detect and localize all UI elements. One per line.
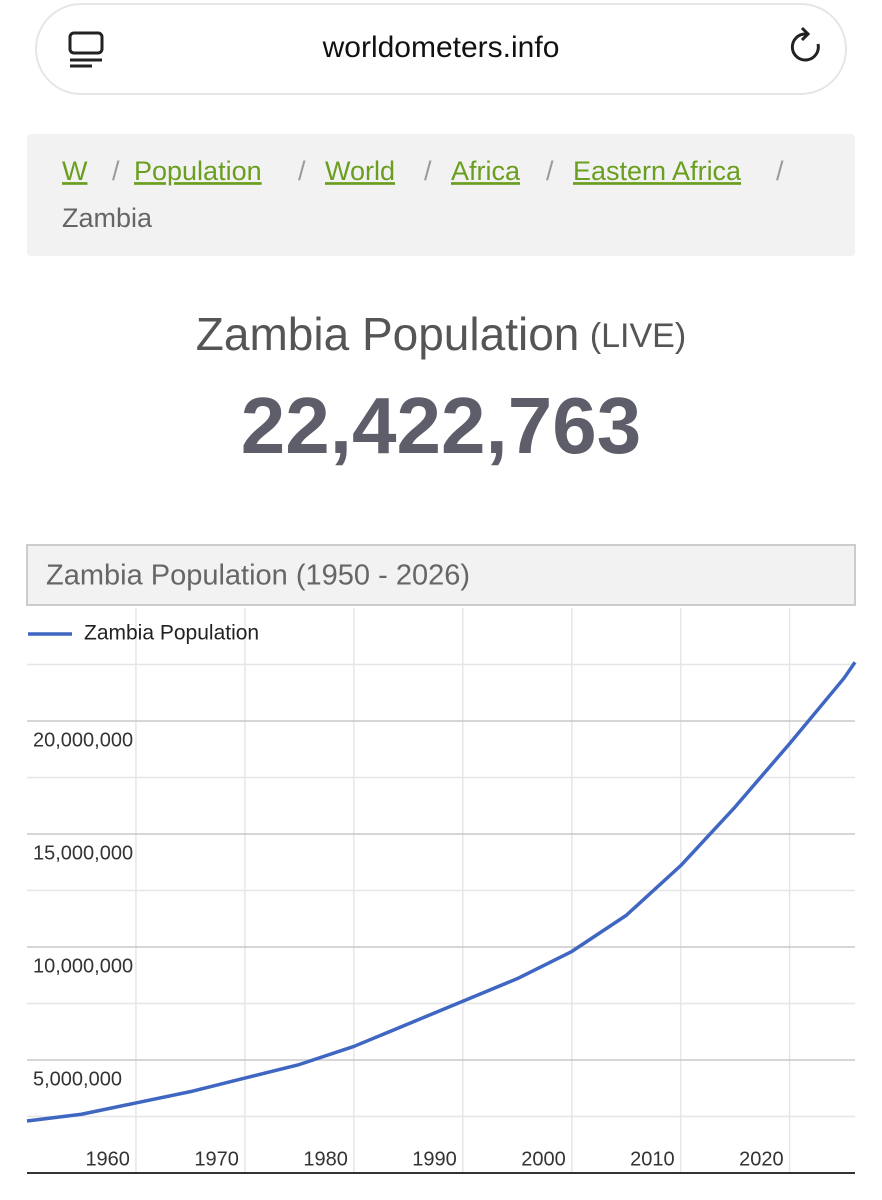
address-bar[interactable] xyxy=(35,3,847,95)
breadcrumb-separator: / xyxy=(298,156,306,186)
reload-icon[interactable] xyxy=(790,26,820,62)
legend-label: Zambia Population xyxy=(84,622,259,645)
y-tick-label: 20,000,000 xyxy=(33,729,133,751)
breadcrumb xyxy=(27,134,855,256)
heading: Zambia Population (LIVE) xyxy=(196,308,686,360)
breadcrumb-link[interactable]: Population xyxy=(134,156,262,186)
population-counter: 22,422,763 xyxy=(241,381,641,470)
x-tick-label: 1990 xyxy=(412,1148,457,1170)
chart-title-box xyxy=(26,544,856,606)
y-tick-label: 15,000,000 xyxy=(33,842,133,864)
breadcrumb-link[interactable]: W xyxy=(62,156,88,186)
breadcrumb-separator: / xyxy=(112,156,120,186)
breadcrumb-link[interactable]: Africa xyxy=(451,156,521,186)
x-tick-label: 1960 xyxy=(85,1148,130,1170)
y-tick-label: 10,000,000 xyxy=(33,955,133,977)
x-tick-label: 2010 xyxy=(630,1148,675,1170)
x-tick-label: 2020 xyxy=(739,1148,784,1170)
url[interactable]: worldometers.info xyxy=(322,31,560,64)
heading-title: Zambia Population xyxy=(196,308,580,360)
x-tick-label: 1980 xyxy=(303,1148,348,1170)
line-series xyxy=(26,661,857,1123)
heading-suffix: (LIVE) xyxy=(590,317,686,355)
y-tick-label: 5,000,000 xyxy=(33,1068,122,1090)
breadcrumb-current: Zambia xyxy=(62,203,153,233)
breadcrumb-separator: / xyxy=(776,156,784,186)
breadcrumb-separator: / xyxy=(546,156,554,186)
menu-icon[interactable] xyxy=(68,31,104,68)
x-tick-label: 1970 xyxy=(194,1148,239,1170)
x-tick-label: 2000 xyxy=(521,1148,566,1170)
chart-title: Zambia Population (1950 - 2026) xyxy=(46,560,470,592)
breadcrumb-link[interactable]: Eastern Africa xyxy=(573,156,742,186)
breadcrumb-link[interactable]: World xyxy=(325,156,395,186)
breadcrumb-separator: / xyxy=(424,156,432,186)
